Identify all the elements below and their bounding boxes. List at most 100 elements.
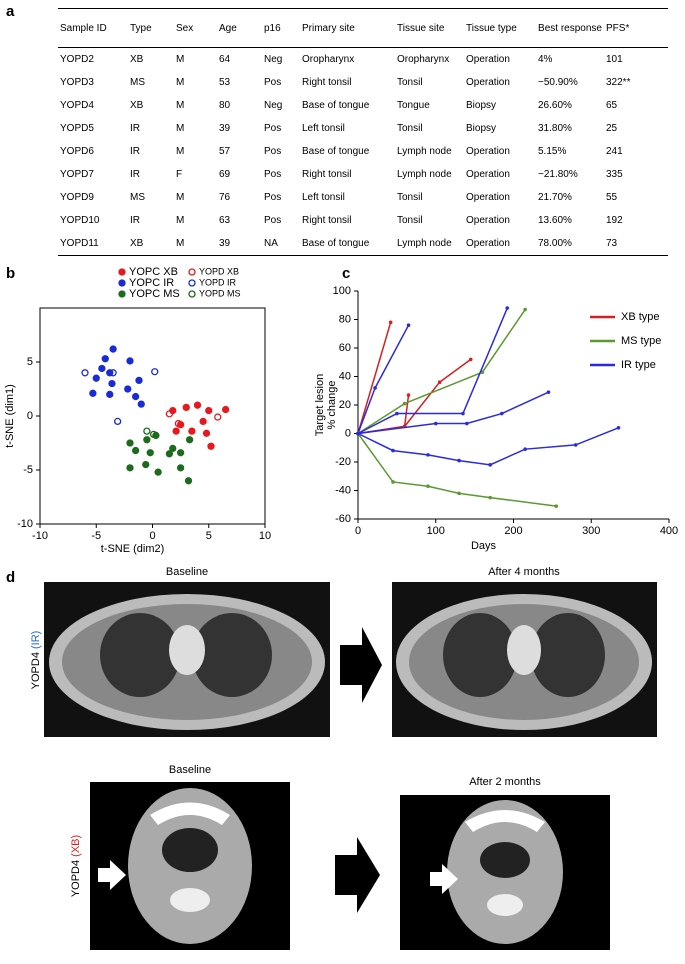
data-point [433, 421, 438, 426]
y-tick-label: -5 [23, 464, 33, 476]
table-cell: Right tonsil [302, 215, 352, 226]
panel-label: c [342, 265, 350, 282]
scatter-point [185, 436, 194, 444]
table-cell: Pos [264, 169, 282, 180]
table-cell: Base of tongue [300, 232, 395, 256]
table-cell: 65 [606, 100, 618, 111]
table-cell: YOPD5 [60, 123, 94, 134]
column-header: Primary site [300, 8, 395, 48]
scatter-point [89, 389, 97, 397]
x-tick-label: 400 [660, 525, 678, 537]
legend-marker [188, 290, 196, 298]
scatter-point [131, 446, 140, 455]
panel-label: d [6, 569, 15, 586]
table-cell: Oropharynx [397, 54, 450, 65]
scatter-point [131, 392, 140, 401]
table-cell: Tongue [397, 100, 430, 111]
x-tick-label: 100 [427, 525, 445, 537]
scatter-point [149, 430, 158, 439]
table-cell: M [174, 232, 217, 256]
table-cell: YOPD9 [60, 192, 94, 203]
data-point [616, 426, 621, 430]
scatter-point [98, 364, 106, 373]
column-header: Type [128, 8, 174, 48]
table-cell: Lymph node [395, 232, 464, 256]
data-point [457, 491, 461, 496]
table-cell: XB [130, 54, 144, 65]
arrow [340, 627, 382, 703]
table-cell: 39 [217, 232, 262, 256]
table-cell: 5.15% [538, 146, 567, 157]
table-cell: Tonsil [397, 215, 423, 226]
table-cell: Operation [466, 54, 510, 65]
table-cell: 78.00% [536, 232, 604, 256]
table-cell: Tonsil [397, 123, 423, 134]
y-tick-label: 0 [345, 427, 351, 439]
scatter-point [137, 400, 145, 408]
x-tick-label: -10 [32, 530, 48, 542]
scatter-point [165, 450, 174, 458]
scatter-point [143, 436, 151, 444]
data-line [357, 433, 557, 507]
x-tick-label: 10 [259, 530, 271, 542]
table-cell: 53 [219, 77, 231, 88]
data-point [554, 504, 559, 508]
column-header: Tissue type [464, 8, 536, 48]
table-cell: 55 [606, 192, 618, 203]
table-cell: M [176, 146, 185, 157]
column-header: p16 [262, 8, 300, 48]
table-cell: NA [262, 232, 300, 256]
ct-image [400, 795, 610, 950]
scatter-point [176, 464, 185, 472]
ct-image [44, 582, 330, 737]
table-cell: 63 [219, 215, 231, 226]
legend-marker [118, 268, 126, 276]
legend-marker [188, 268, 196, 276]
table-cell: Operation [466, 169, 510, 180]
table-row: YOPD3 MS M 53 Pos Right tonsil Tonsil Operation… [58, 71, 668, 94]
legend-label: YOPD XB [199, 266, 239, 276]
data-point [505, 306, 510, 310]
y-tick-label: 20 [339, 399, 351, 411]
table-cell: 69 [219, 169, 231, 180]
table-cell: Operation [466, 77, 510, 88]
panel-label: b [6, 265, 15, 282]
table-row: YOPD6 IR M 57 Pos Base of tongue Lymph node Ope… [58, 140, 668, 163]
data-point [406, 323, 411, 328]
y-tick-label: 80 [339, 313, 351, 325]
table-cell: −21.80% [538, 169, 578, 180]
table-cell: 64 [219, 54, 231, 65]
table-cell: 101 [606, 54, 623, 65]
table-cell: Oropharynx [302, 54, 355, 65]
data-line [357, 307, 508, 435]
scatter-point [182, 403, 190, 412]
table-cell: 73 [604, 232, 668, 256]
table-cell: 322** [606, 77, 631, 88]
data-point [465, 421, 469, 426]
table-cell: 57 [219, 146, 231, 157]
table-row: YOPD4 XB M 80 Neg Base of tongue Tongue Biopsy 2… [58, 94, 668, 117]
y-tick-label: 5 [27, 356, 33, 368]
data-point [395, 411, 399, 416]
data-point [406, 393, 411, 397]
table-cell: 21.70% [538, 192, 572, 203]
image-caption: Baseline [166, 566, 208, 578]
column-header: PFS* [604, 8, 668, 48]
table-cell: Operation [466, 192, 510, 203]
x-tick-label: 0 [149, 530, 155, 542]
scatter-point [143, 427, 151, 435]
legend-label: YOPC IR [129, 277, 174, 289]
table-row: YOPD10 IR M 63 Pos Right tonsil Tonsil Operatio… [58, 209, 668, 232]
column-header: Age [217, 8, 262, 48]
table-cell: Base of tongue [302, 146, 370, 157]
table-cell: Tonsil [397, 192, 423, 203]
y-tick-label: -20 [335, 456, 351, 468]
table-cell: Left tonsil [302, 123, 345, 134]
scatter-point [221, 405, 230, 414]
table-cell: XB [128, 232, 174, 256]
ct-image [90, 782, 290, 950]
scatter-point [142, 460, 150, 469]
table-cell: Right tonsil [302, 77, 352, 88]
table-cell: Right tonsil [302, 169, 352, 180]
